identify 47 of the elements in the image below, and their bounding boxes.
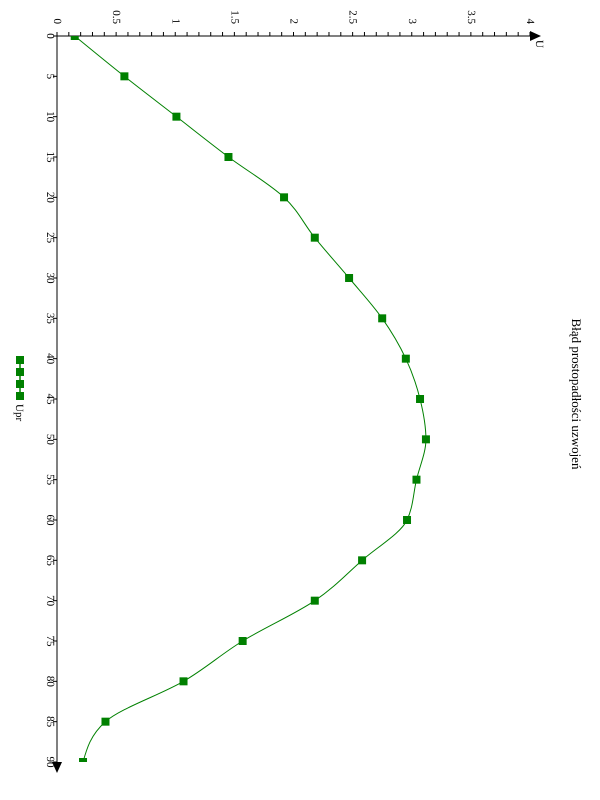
y-tick-label: 5: [44, 74, 56, 80]
x-tick-label: 0: [51, 18, 63, 24]
point: [101, 718, 110, 726]
x-tick-label: 3.5: [464, 10, 477, 24]
y-tick-label: 25: [44, 232, 56, 244]
point: [280, 193, 288, 202]
x-tick-label: 2.5: [346, 10, 359, 24]
point: [378, 314, 386, 322]
point: [412, 476, 420, 484]
text: U: [533, 40, 545, 48]
y-tick-label: 60: [44, 514, 56, 526]
y-tick-label: 45: [44, 394, 56, 405]
y-tick-label: 15: [44, 152, 56, 163]
x-tick-label: 3: [406, 18, 418, 24]
text: Błąd prostopadłości uzwojeń: [569, 318, 584, 470]
y-tick-label: 85: [44, 716, 56, 728]
point: [224, 153, 232, 161]
x-tick-label: 1: [169, 18, 182, 24]
point: [403, 516, 412, 524]
y-tick-label: 0: [44, 33, 56, 40]
point: [310, 596, 319, 605]
y-tick-label: 70: [44, 595, 56, 607]
y-tick-label: 65: [44, 554, 56, 566]
x-tick-label: 2: [288, 18, 300, 24]
point: [238, 637, 247, 645]
y-tick-label: 10: [44, 111, 56, 123]
y-tick-label: 80: [44, 676, 56, 688]
y-tick-label: 20: [44, 192, 56, 204]
y-tick-label: 55: [44, 474, 56, 486]
y-tick-label: 75: [44, 636, 56, 647]
point: [358, 556, 366, 564]
point: [402, 354, 410, 363]
point: [172, 112, 180, 121]
y-tick-label: 50: [44, 434, 56, 446]
point: [310, 234, 319, 242]
x-tick-label: 4: [524, 18, 536, 24]
legend-label: Upr: [13, 404, 25, 422]
point: [345, 274, 354, 282]
point: [180, 677, 188, 686]
x-tick-label: 0.5: [110, 10, 122, 24]
y-tick-label: 30: [44, 272, 56, 284]
point: [120, 72, 128, 80]
y-tick-label: 35: [44, 312, 56, 324]
point: [422, 435, 430, 444]
x-tick-label: 1.5: [228, 10, 240, 24]
point: [416, 395, 424, 403]
y-tick-label: 40: [44, 353, 56, 365]
